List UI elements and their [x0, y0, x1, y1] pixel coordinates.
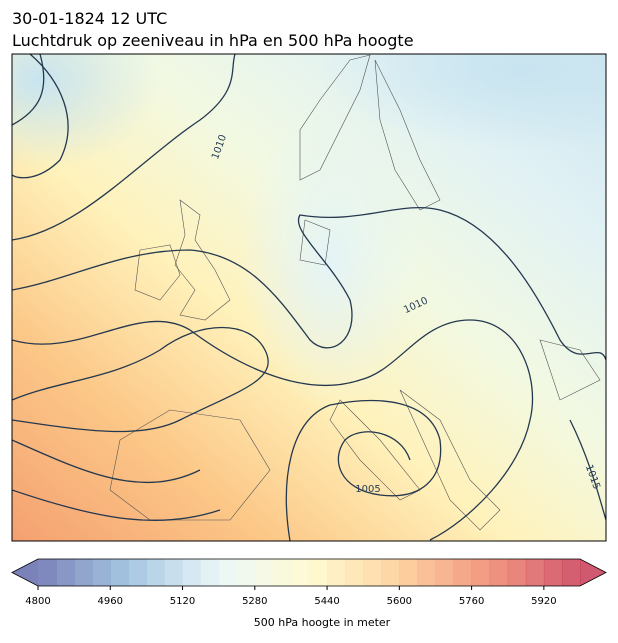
colorbar-cell	[435, 559, 455, 586]
colorbar-cell	[471, 559, 491, 586]
colorbar-cell	[290, 559, 310, 586]
colorbar-cell	[182, 559, 202, 586]
colorbar-cell	[309, 559, 328, 586]
colorbar-tick-label: 5760	[459, 596, 484, 607]
colorbar-tick-label: 4800	[25, 596, 50, 607]
colorbar-cell	[164, 559, 184, 586]
coastlines	[109, 54, 601, 531]
colorbar-cell	[128, 559, 147, 586]
colorbar-cell	[272, 559, 292, 586]
colorbar-cell	[74, 559, 93, 586]
colorbar-tick-label: 5920	[531, 596, 556, 607]
subtitle: Luchtdruk op zeeniveau in hPa en 500 hPa…	[12, 31, 414, 50]
colorbar-cell	[453, 559, 473, 586]
colorbar-cell	[38, 559, 57, 586]
colorbar-cell	[507, 559, 527, 586]
map-field	[240, 110, 420, 410]
colorbar-cell	[363, 559, 382, 586]
colorbar-tick-label: 5120	[170, 596, 195, 607]
colorbar-cell	[327, 559, 346, 586]
colorbar-cell	[236, 559, 256, 586]
map-frame	[11, 53, 607, 542]
colorbar-extend	[580, 559, 606, 586]
colorbar-cell	[92, 559, 111, 586]
colorbar-extend	[12, 559, 38, 586]
colorbar-tick-label: 5600	[387, 596, 412, 607]
colorbar-cell	[561, 559, 581, 586]
colorbar-cell	[399, 559, 418, 586]
colorbar-cell	[218, 559, 238, 586]
map: 1010 1010 1005 1015	[12, 54, 606, 541]
colorbar-cell	[489, 559, 509, 586]
colorbar: 4800 4960 5120 5280 5440 5600 5760 5920	[11, 558, 607, 607]
isobars	[12, 54, 606, 541]
colorbar-cell	[381, 559, 400, 586]
colorbar-cell	[110, 559, 129, 586]
colorbar-cell	[200, 559, 220, 586]
contour-label: 1005	[355, 484, 380, 495]
colorbar-tick-label: 5280	[242, 596, 267, 607]
colorbar-tick-label: 5440	[314, 596, 339, 607]
colorbar-label: 500 hPa hoogte in meter	[254, 616, 391, 629]
map-field	[12, 54, 160, 170]
colorbar-cell	[254, 559, 274, 586]
colorbar-cell	[543, 559, 563, 586]
colorbar-cell	[417, 559, 436, 586]
colorbar-tick-label: 4960	[98, 596, 123, 607]
colorbar-cell	[56, 559, 75, 586]
title: 30-01-1824 12 UTC	[12, 9, 167, 28]
colorbar-cell	[345, 559, 364, 586]
map-field	[320, 54, 606, 150]
colorbar-cell	[525, 559, 545, 586]
colorbar-cell	[146, 559, 165, 586]
